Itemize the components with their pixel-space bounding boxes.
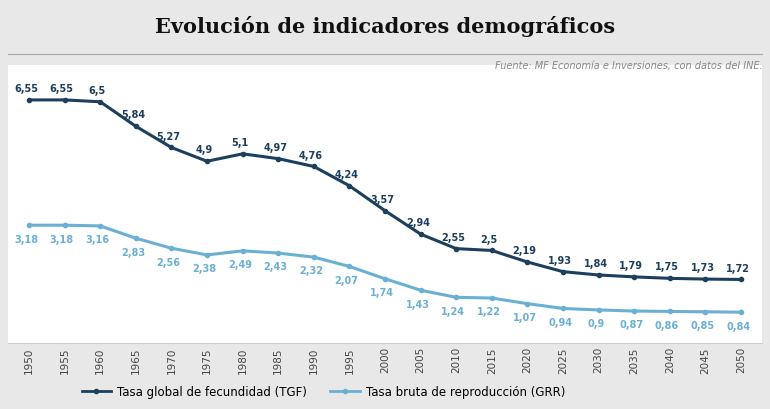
Tasa global de fecundidad (TGF)	[451, 247, 460, 252]
Text: 2,83: 2,83	[121, 247, 145, 257]
Tasa bruta de reproducción (GRR)	[487, 296, 497, 301]
Tasa global de fecundidad (TGF)	[736, 277, 745, 282]
Tasa global de fecundidad (TGF)	[345, 184, 354, 189]
Tasa bruta de reproducción (GRR)	[380, 276, 390, 281]
Text: 1,73: 1,73	[691, 263, 715, 272]
Text: 0,94: 0,94	[548, 317, 572, 327]
Text: 1,93: 1,93	[548, 255, 572, 265]
Tasa global de fecundidad (TGF)	[665, 276, 675, 281]
Tasa global de fecundidad (TGF)	[273, 157, 283, 162]
Tasa global de fecundidad (TGF)	[25, 98, 34, 103]
Tasa global de fecundidad (TGF)	[310, 164, 319, 169]
Text: 2,56: 2,56	[156, 257, 181, 267]
Tasa bruta de reproducción (GRR)	[25, 223, 34, 228]
Text: 4,24: 4,24	[335, 169, 359, 180]
Tasa global de fecundidad (TGF)	[416, 232, 425, 237]
Tasa bruta de reproducción (GRR)	[310, 255, 319, 260]
Tasa bruta de reproducción (GRR)	[736, 310, 745, 315]
Text: 1,84: 1,84	[584, 258, 608, 268]
Text: Evolución de indicadores demográficos: Evolución de indicadores demográficos	[155, 16, 615, 37]
Text: 2,5: 2,5	[480, 234, 497, 244]
Tasa global de fecundidad (TGF)	[701, 277, 710, 282]
Tasa bruta de reproducción (GRR)	[131, 236, 140, 241]
Text: 0,86: 0,86	[655, 320, 679, 330]
Tasa bruta de reproducción (GRR)	[60, 223, 69, 228]
Tasa bruta de reproducción (GRR)	[523, 301, 532, 306]
Tasa bruta de reproducción (GRR)	[451, 295, 460, 300]
Text: 0,85: 0,85	[691, 320, 715, 330]
Text: 3,16: 3,16	[85, 235, 109, 245]
Text: 2,49: 2,49	[228, 260, 252, 270]
Tasa bruta de reproducción (GRR)	[665, 309, 675, 314]
Text: 0,9: 0,9	[588, 319, 604, 328]
Tasa bruta de reproducción (GRR)	[558, 306, 567, 311]
Tasa global de fecundidad (TGF)	[380, 209, 390, 213]
Text: 6,55: 6,55	[50, 84, 74, 94]
Tasa bruta de reproducción (GRR)	[203, 253, 212, 258]
Text: 2,55: 2,55	[441, 232, 465, 242]
Text: 0,87: 0,87	[619, 319, 644, 330]
Text: 1,24: 1,24	[441, 306, 465, 316]
Tasa global de fecundidad (TGF)	[238, 152, 247, 157]
Tasa bruta de reproducción (GRR)	[167, 246, 176, 251]
Text: 2,43: 2,43	[263, 262, 287, 272]
Text: 1,07: 1,07	[513, 312, 537, 322]
Text: 3,18: 3,18	[14, 234, 38, 244]
Text: 1,74: 1,74	[370, 288, 394, 297]
Tasa global de fecundidad (TGF)	[594, 273, 603, 278]
Tasa global de fecundidad (TGF)	[523, 260, 532, 265]
Line: Tasa global de fecundidad (TGF): Tasa global de fecundidad (TGF)	[27, 99, 743, 282]
Text: 4,76: 4,76	[299, 150, 323, 160]
Tasa global de fecundidad (TGF)	[630, 275, 639, 280]
Tasa bruta de reproducción (GRR)	[345, 264, 354, 269]
Tasa global de fecundidad (TGF)	[203, 160, 212, 164]
Text: 4,97: 4,97	[263, 142, 287, 152]
Tasa global de fecundidad (TGF)	[167, 146, 176, 151]
Text: 1,79: 1,79	[619, 260, 644, 270]
Text: 5,1: 5,1	[231, 137, 249, 148]
Text: 1,43: 1,43	[406, 299, 430, 309]
Tasa bruta de reproducción (GRR)	[701, 310, 710, 315]
Tasa global de fecundidad (TGF)	[95, 100, 105, 105]
Tasa bruta de reproducción (GRR)	[594, 308, 603, 312]
Legend: Tasa global de fecundidad (TGF), Tasa bruta de reproducción (GRR): Tasa global de fecundidad (TGF), Tasa br…	[77, 381, 570, 403]
Text: 2,19: 2,19	[513, 245, 537, 256]
Tasa global de fecundidad (TGF)	[131, 125, 140, 130]
Tasa bruta de reproducción (GRR)	[238, 249, 247, 254]
Text: 0,84: 0,84	[726, 321, 750, 331]
Text: 1,75: 1,75	[655, 262, 679, 272]
Text: 2,32: 2,32	[299, 266, 323, 276]
Line: Tasa bruta de reproducción (GRR): Tasa bruta de reproducción (GRR)	[27, 224, 743, 315]
Text: 5,84: 5,84	[121, 110, 145, 120]
Text: 2,94: 2,94	[406, 218, 430, 228]
Text: 6,55: 6,55	[15, 84, 38, 94]
Tasa bruta de reproducción (GRR)	[416, 288, 425, 293]
Text: 3,18: 3,18	[50, 234, 74, 244]
Tasa bruta de reproducción (GRR)	[273, 251, 283, 256]
Text: 5,27: 5,27	[156, 131, 181, 141]
Text: 2,38: 2,38	[192, 264, 216, 274]
Text: 6,5: 6,5	[89, 85, 106, 96]
Tasa global de fecundidad (TGF)	[60, 98, 69, 103]
Text: 4,9: 4,9	[196, 145, 213, 155]
Tasa global de fecundidad (TGF)	[558, 270, 567, 274]
Tasa global de fecundidad (TGF)	[487, 248, 497, 253]
Text: 1,22: 1,22	[477, 307, 501, 317]
Text: 2,07: 2,07	[335, 275, 359, 285]
Tasa bruta de reproducción (GRR)	[630, 309, 639, 314]
Tasa bruta de reproducción (GRR)	[95, 224, 105, 229]
Text: Fuente: MF Economía e Inversiones, con datos del INE.: Fuente: MF Economía e Inversiones, con d…	[494, 61, 762, 71]
Text: 3,57: 3,57	[370, 194, 394, 204]
Text: 1,72: 1,72	[726, 263, 750, 273]
